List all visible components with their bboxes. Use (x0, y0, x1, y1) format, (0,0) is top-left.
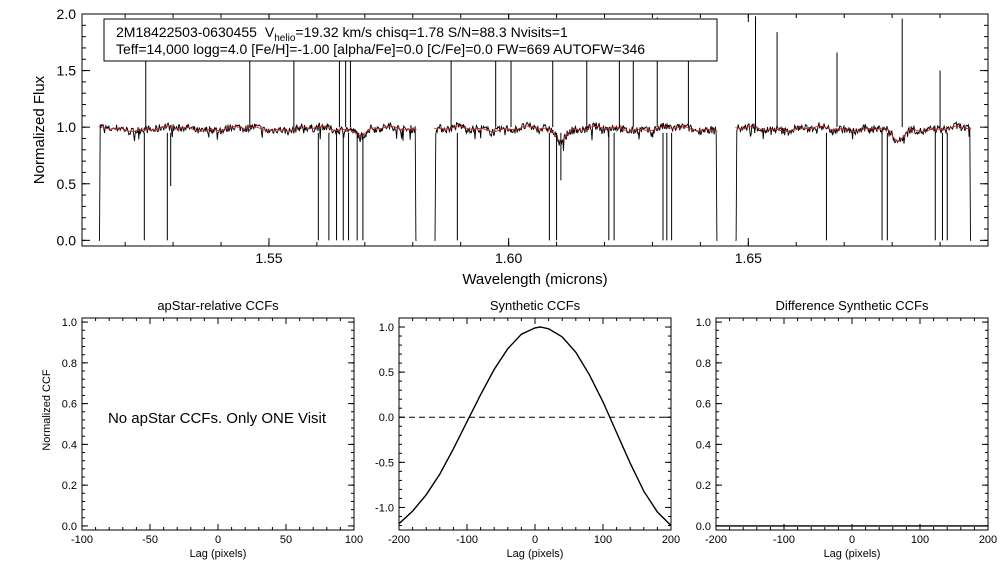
annotation-frame (103, 18, 718, 62)
y-tick-label: 0.8 (696, 358, 711, 370)
y-tick-label: 0.5 (57, 176, 77, 192)
y-tick-label: 1.0 (696, 317, 711, 329)
model-spectrum-red (735, 125, 972, 142)
difference-ccf-plot-frame (715, 317, 989, 531)
observed-spectrum-red (735, 120, 972, 241)
y-tick-label: 0.6 (696, 399, 711, 411)
annotation-box: 2M18422503-0630455 Vhelio=19.32 km/s chis… (103, 18, 718, 62)
synthetic-ccf-x-label: Lag (pixels) (507, 548, 564, 560)
x-tick-label: 1.65 (735, 250, 762, 266)
y-tick-label: 0.4 (62, 439, 77, 451)
x-tick-label: 1.55 (255, 250, 282, 266)
y-tick-label: 0.2 (62, 480, 77, 492)
apstar-ccf-ticks: -100 -50 0 50 100 0.0 0.2 0.4 0.6 0.8 1.0 (62, 317, 363, 546)
x-tick-label: 200 (979, 534, 997, 546)
apstar-ccf-x-label: Lag (pixels) (190, 548, 247, 560)
x-tick-label: -100 (773, 534, 795, 546)
annotation-line-1: 2M18422503-0630455 Vhelio=19.32 km/s chis… (116, 24, 568, 44)
synthetic-ccf-title: Synthetic CCFs (490, 298, 581, 313)
y-tick-label: 0.8 (62, 358, 77, 370)
x-tick-label: 200 (662, 534, 680, 546)
x-tick-label: 0 (532, 534, 538, 546)
model-spectrum-green (434, 125, 718, 142)
x-tick-label: -200 (388, 534, 410, 546)
annotation-v-subscript: helio (274, 33, 296, 44)
y-tick-label: 2.0 (57, 6, 77, 22)
x-tick-label: 0 (215, 534, 221, 546)
y-tick-label: 1.0 (57, 119, 77, 135)
x-tick-label: 1.60 (495, 250, 522, 266)
x-tick-label: -100 (456, 534, 478, 546)
y-tick-label: -0.5 (375, 457, 394, 469)
x-tick-label: 0 (849, 534, 855, 546)
observed-spectrum-green (434, 121, 718, 241)
synthetic-ccf-panel: -200 -100 0 100 200 -1.0 -0.5 0.0 0.5 1.0 Synthet… (375, 298, 680, 560)
model-spectrum-blue (98, 125, 417, 137)
difference-ccf-panel: -200 -100 0 100 200 0.0 0.2 0.4 0.6 0.8 1.0 Differ… (696, 298, 997, 560)
difference-ccf-title: Difference Synthetic CCFs (776, 298, 929, 313)
y-tick-label: 0.5 (379, 367, 394, 379)
y-tick-label: 1.0 (62, 317, 77, 329)
apstar-ccf-title: apStar-relative CCFs (157, 298, 279, 313)
x-tick-label: 100 (345, 534, 363, 546)
y-tick-label: 1.0 (379, 322, 394, 334)
x-tick-label: 50 (280, 534, 292, 546)
difference-ccf-ticks: -200 -100 0 100 200 0.0 0.2 0.4 0.6 0.8 1.0 (696, 317, 997, 546)
annotation-v-symbol: V (265, 24, 275, 40)
x-tick-label: -50 (142, 534, 158, 546)
no-ccf-message: No apStar CCFs. Only ONE Visit (108, 410, 327, 427)
x-tick-label: 100 (911, 534, 929, 546)
spectrum-y-label: Normalized Flux (31, 75, 48, 184)
annotation-line-1-rest: =19.32 km/s chisq=1.78 S/N=88.3 Nvisits=… (295, 24, 568, 40)
y-tick-label: -1.0 (375, 502, 394, 514)
y-tick-label: 0.0 (62, 521, 77, 533)
difference-ccf-x-label: Lag (pixels) (824, 548, 881, 560)
synthetic-ccf-curve (398, 326, 672, 526)
synthetic-ccf-ticks: -200 -100 0 100 200 -1.0 -0.5 0.0 0.5 1.0 (375, 317, 680, 546)
y-tick-label: 0.4 (696, 439, 711, 451)
y-tick-label: 0.0 (57, 232, 77, 248)
x-tick-label: 100 (594, 534, 612, 546)
observed-spectrum-blue (98, 122, 417, 241)
y-tick-label: 0.0 (696, 521, 711, 533)
y-tick-label: 0.0 (379, 412, 394, 424)
spectrum-panel: 1.55 1.60 1.65 0.0 0.5 1.0 1.5 2.0 Wavelength (… (31, 6, 989, 288)
annotation-star-id: 2M18422503-0630455 (116, 24, 257, 40)
x-tick-label: -100 (71, 534, 93, 546)
apstar-ccf-panel: -100 -50 0 50 100 0.0 0.2 0.4 0.6 0.8 1.0 apStar-r… (41, 298, 363, 560)
x-tick-label: -200 (705, 534, 727, 546)
annotation-line-2: Teff=14,000 logg=4.0 [Fe/H]=-1.00 [alpha… (116, 41, 645, 57)
spectrum-plot-frame (81, 13, 989, 247)
y-tick-label: 0.6 (62, 399, 77, 411)
synthetic-ccf-plot-frame (398, 317, 672, 531)
apstar-ccf-y-label: Normalized CCF (41, 369, 53, 451)
synthetic-ccf-lines (398, 326, 672, 526)
y-tick-label: 1.5 (57, 63, 77, 79)
spectrum-x-label: Wavelength (microns) (462, 271, 607, 288)
y-tick-label: 0.2 (696, 480, 711, 492)
